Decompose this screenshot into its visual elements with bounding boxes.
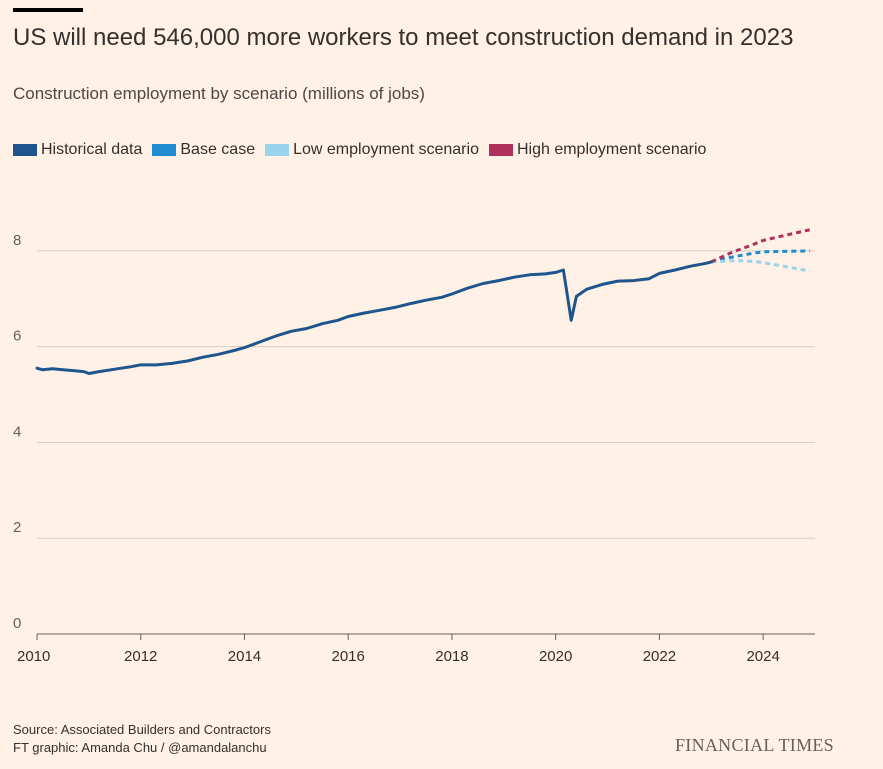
legend-item-historical: Historical data: [13, 141, 142, 159]
credit-note: FT graphic: Amanda Chu / @amandalanchu: [13, 740, 267, 755]
legend-label-base: Base case: [180, 141, 256, 158]
y-tick-label-0: 0: [13, 615, 21, 632]
x-tick-label-2016: 2016: [332, 648, 365, 665]
ft-logo: FINANCIAL TIMES: [674, 735, 834, 755]
legend-swatch-historical: [13, 144, 37, 156]
footer: Source: Associated Builders and Contract…: [13, 721, 271, 757]
legend-swatch-base: [152, 144, 177, 156]
source-note: Source: Associated Builders and Contract…: [13, 722, 271, 737]
legend-swatch-high: [488, 144, 513, 156]
x-tick-label-2014: 2014: [228, 648, 261, 665]
chart-subtitle: Construction employment by scenario (mil…: [13, 84, 425, 103]
x-tick-label-2010: 2010: [17, 648, 50, 665]
legend-item-low: Low employment scenario: [265, 141, 479, 159]
chart-title: US will need 546,000 more workers to mee…: [13, 24, 794, 51]
y-tick-label-8: 8: [13, 232, 21, 249]
y-tick-label-6: 6: [13, 328, 21, 345]
legend-label-historical: Historical data: [41, 141, 143, 158]
legend-label-low: Low employment scenario: [293, 141, 479, 158]
y-tick-label-2: 2: [13, 519, 21, 536]
series-line-historical-data: [35, 260, 713, 375]
legend-item-base: Base case: [152, 141, 255, 159]
legend-swatch-low: [265, 144, 290, 156]
x-tick-label-2024: 2024: [746, 648, 779, 665]
x-tick-label-2018: 2018: [435, 648, 468, 665]
legend-label-high: High employment scenario: [516, 141, 707, 158]
x-tick-label-2020: 2020: [539, 648, 572, 665]
y-tick-label-4: 4: [13, 423, 21, 440]
series-line-low-employment-scenario: [711, 259, 811, 273]
x-tick-label-2022: 2022: [643, 648, 676, 665]
legend-item-high: High employment scenario: [488, 141, 707, 159]
ft-top-rule: [13, 8, 83, 12]
legend: Historical data Base case Low employment…: [13, 141, 716, 159]
series-line-high-employment-scenario: [710, 228, 811, 264]
series-line-base-case: [710, 249, 810, 264]
x-tick-label-2012: 2012: [124, 648, 157, 665]
